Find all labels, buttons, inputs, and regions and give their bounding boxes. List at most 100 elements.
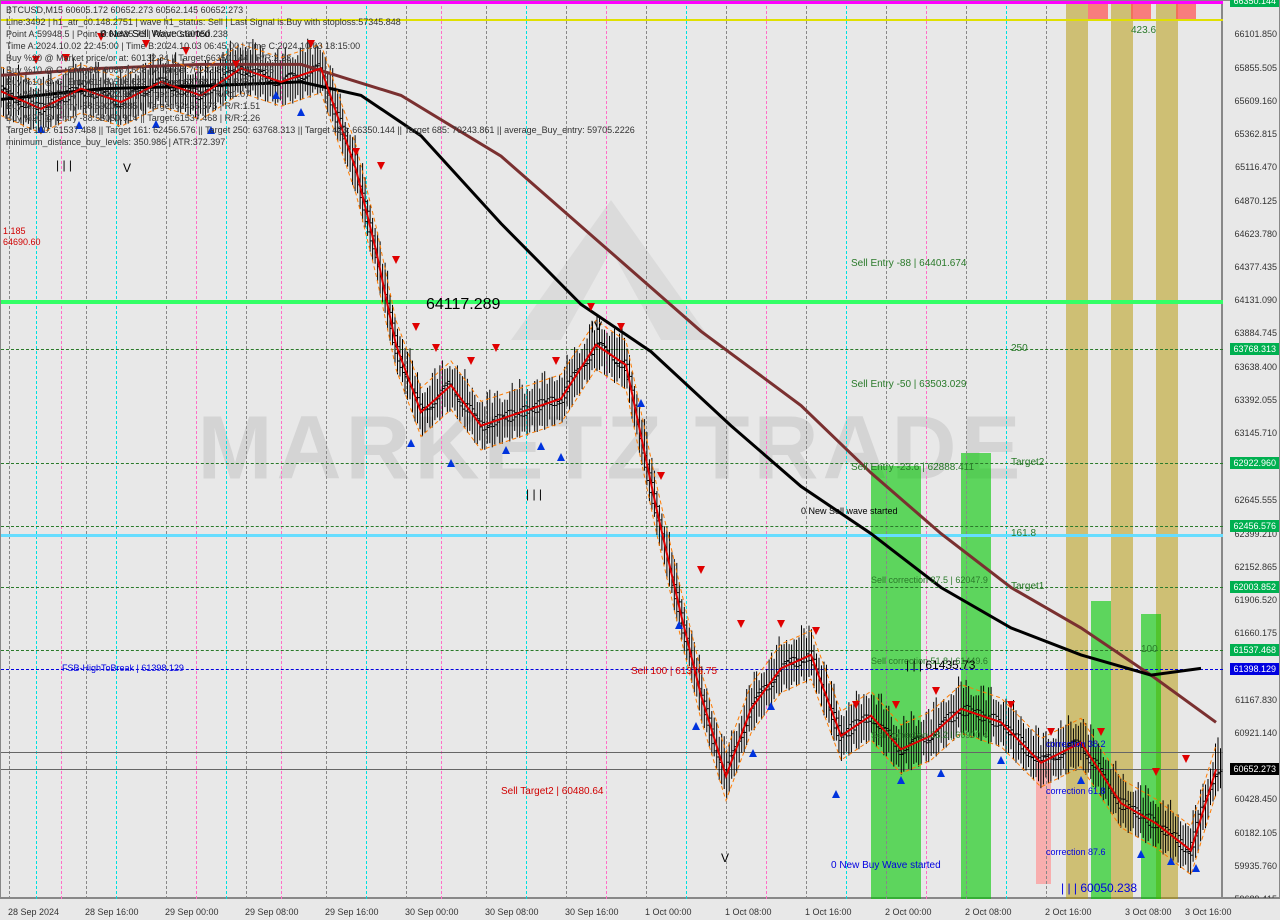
x-tick: 1 Oct 08:00 [725,907,772,917]
hline [1,526,1223,527]
fill-rect [1036,763,1051,884]
arrow-up-icon [675,621,683,629]
y-tick: 65116.470 [1235,162,1277,172]
x-tick: 2 Oct 00:00 [885,907,932,917]
y-tick: 64623.780 [1234,229,1277,239]
y-tick: 65362.815 [1234,129,1277,139]
vline [846,1,847,899]
arrow-up-icon [297,108,305,116]
chart-label: Sell correction 37.5 | 62047.9 [871,575,988,585]
arrow-up-icon [692,722,700,730]
y-tick: 65609.160 [1234,96,1277,106]
vline [806,1,807,899]
arrow-down-icon [892,701,900,709]
chart-label: |V [591,319,602,333]
hline [1,669,1223,670]
y-tick: 61167.830 [1235,695,1277,705]
chart-label: correction 38.2 [1046,739,1106,749]
arrow-up-icon [832,790,840,798]
info-line: Buy %10 @ C_Entry61: 60516.623 || Target… [6,77,269,87]
arrow-down-icon [392,256,400,264]
y-tick: 64870.125 [1234,196,1277,206]
y-tick: 60182.105 [1234,828,1277,838]
arrow-up-icon [1192,864,1200,872]
x-tick: 1 Oct 16:00 [805,907,852,917]
hline [1,752,1223,753]
y-axis: 66350.14466101.85065855.50565609.1606536… [1222,0,1280,898]
arrow-down-icon [587,303,595,311]
info-line: Buy %10 @ C_Entry38: 60867.608 ||A Targe… [6,65,274,75]
y-tick: 62152.865 [1234,562,1277,572]
chart-area: MARKETZ TRADE BTCUSD,M15 60605.172 60652… [0,0,1222,898]
chart-label: Sell correction 38.2 | 60900.4 [871,730,988,740]
arrow-up-icon [557,453,565,461]
arrow-up-icon [897,776,905,784]
chart-label: Sell Entry -50 | 63503.029 [851,379,966,390]
arrow-up-icon [272,91,280,99]
vline [886,1,887,899]
arrow-up-icon [937,769,945,777]
x-tick: 29 Sep 08:00 [245,907,299,917]
x-tick: 2 Oct 16:00 [1045,907,1092,917]
arrow-down-icon [432,344,440,352]
chart-label: Target1 [1011,581,1044,592]
arrow-up-icon [997,756,1005,764]
hline [1,650,1223,651]
vline [1046,1,1047,899]
vline [281,1,282,899]
arrow-down-icon [492,344,500,352]
chart-label: Sell Entry -23.6 | 62888.411 [851,462,974,473]
info-line: Target 100: 61537.468 || Target 161: 624… [6,125,635,135]
vline [606,1,607,899]
arrow-down-icon [352,148,360,156]
vline [36,1,37,899]
vline [86,1,87,899]
y-tick: 64131.090 [1234,295,1277,305]
hline [1,1,1223,4]
price-badge: 63768.313 [1230,343,1279,355]
vline [526,1,527,899]
chart-label: Sell 100 | 61376.75 [631,666,717,677]
chart-label: FSB-HighToBreak | 61398.129 [62,663,184,673]
info-line: Buy %20 @ Entry -23:63922.96 || Target:6… [6,89,250,99]
info-red-2: 64690.60 [3,237,41,247]
arrow-up-icon [1077,776,1085,784]
arrow-down-icon [1007,701,1015,709]
price-badge: 62922.960 [1230,457,1279,469]
arrow-up-icon [1137,850,1145,858]
vline [926,1,927,899]
vline [486,1,487,899]
x-tick: 2 Oct 08:00 [965,907,1012,917]
arrow-down-icon [1152,768,1160,776]
vline [326,1,327,899]
hline [1,534,1223,537]
chart-label: Target2 [1011,457,1044,468]
chart-label: correction 61.8 [1046,786,1106,796]
vline [766,1,767,899]
hline [1,300,1223,304]
x-tick: 1 Oct 00:00 [645,907,692,917]
x-tick: 28 Sep 16:00 [85,907,139,917]
chart-label: correction 87.6 [1046,847,1106,857]
x-tick: 3 Oct 08:00 [1125,907,1172,917]
hline [1,769,1223,770]
vline [966,1,967,899]
arrow-down-icon [617,323,625,331]
vline [726,1,727,899]
chart-label: Sell Entry -88 | 64401.674 [851,258,966,269]
vline [1006,1,1007,899]
vline [9,1,10,899]
fill-rect [1066,1,1088,899]
info-line: Line:3492 | h1_atr_c0.148.2751 | wave h1… [6,17,401,27]
chart-label: Sell Target2 | 60480.64 [501,786,604,797]
y-tick: 61660.175 [1234,628,1277,638]
x-tick: 30 Sep 00:00 [405,907,459,917]
vline [226,1,227,899]
y-tick: 66101.850 [1234,29,1277,39]
arrow-down-icon [737,620,745,628]
arrow-down-icon [467,357,475,365]
arrow-down-icon [412,323,420,331]
x-tick: 3 Oct 16:00 [1185,907,1232,917]
x-tick: 28 Sep 2024 [8,907,59,917]
arrow-down-icon [932,687,940,695]
